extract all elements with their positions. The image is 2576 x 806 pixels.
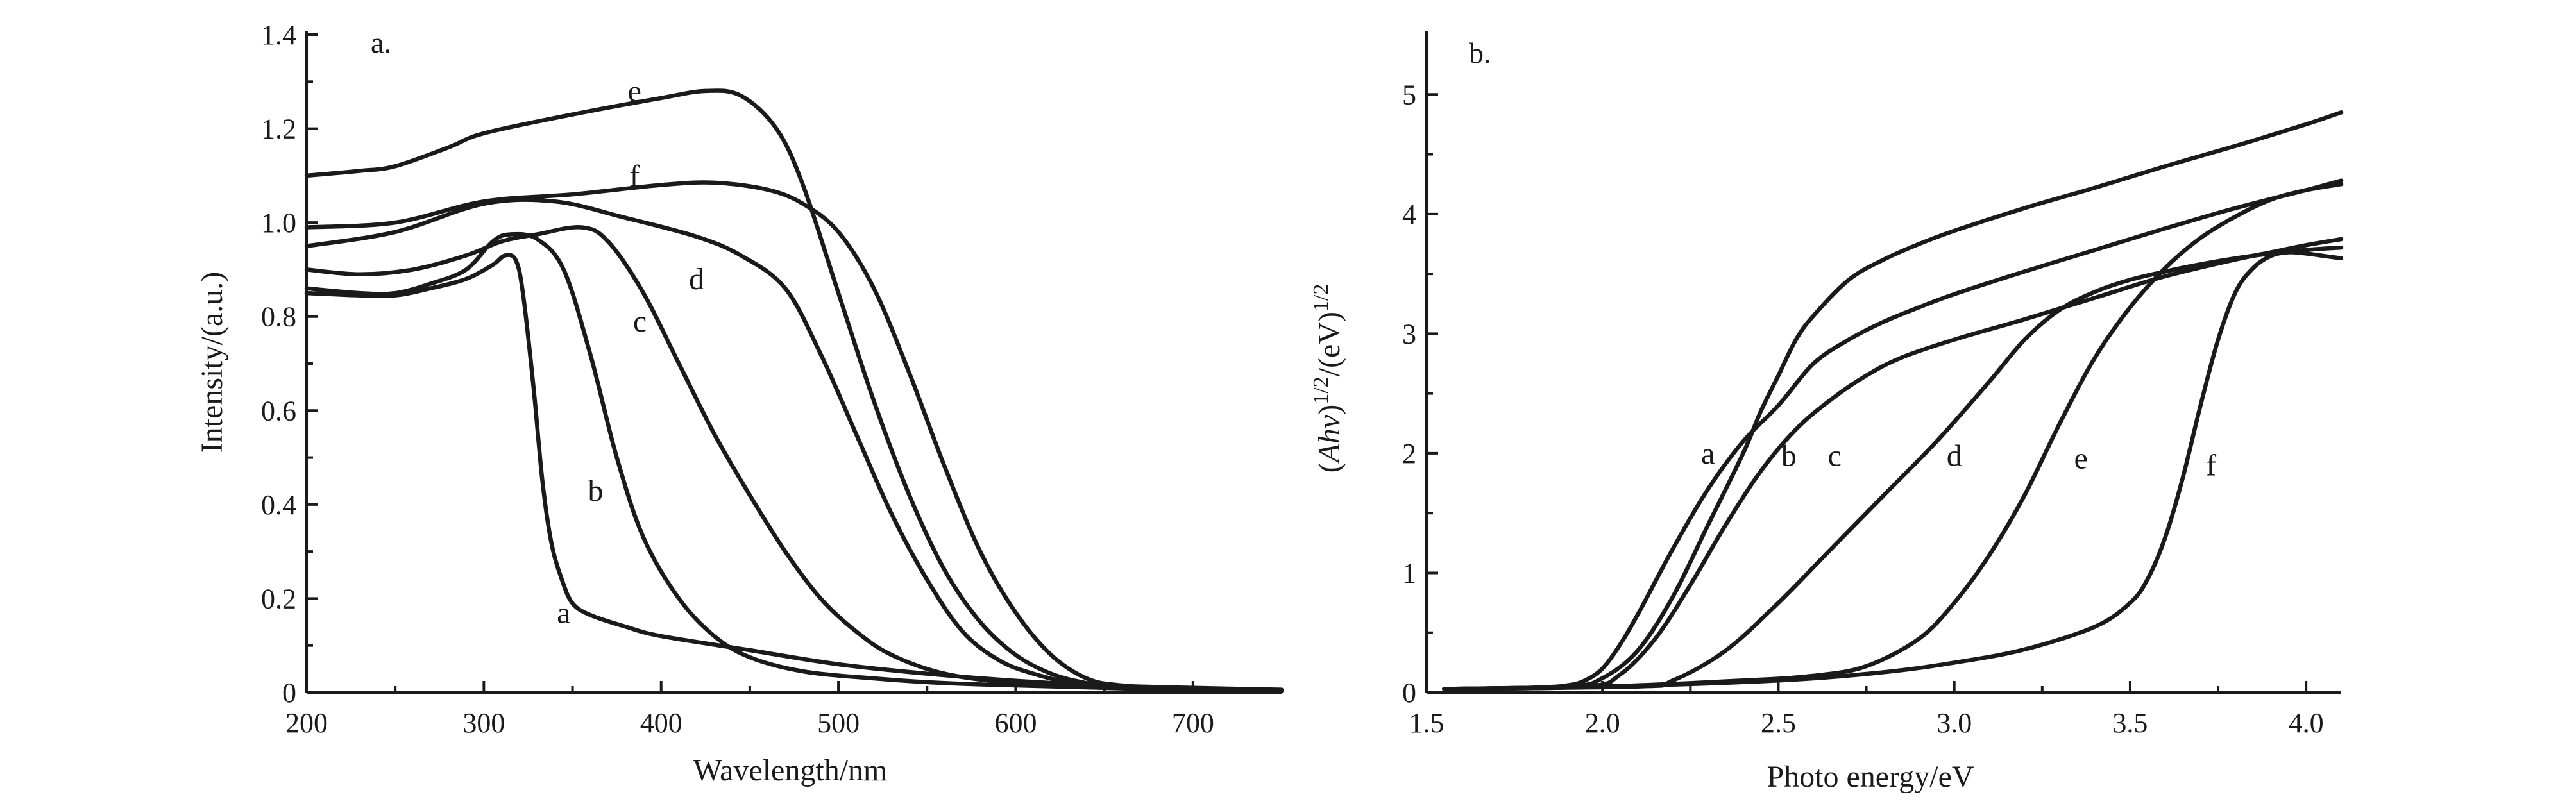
panel-b-curve-label-e: e — [2074, 441, 2087, 475]
panel-a-x-tick-label: 400 — [640, 707, 682, 739]
panel-b-curve-label-a: a — [1701, 437, 1715, 471]
panel-b-curve-a — [1442, 178, 2344, 691]
panel-b-x-tick-label: 2.0 — [1585, 707, 1620, 739]
panel-b-ylabel-exponent-2: 1/2 — [1309, 284, 1333, 312]
panel-a-curve-label-a: a — [557, 596, 570, 630]
panel-b-ylabel-close: ) — [1312, 405, 1346, 415]
panel-b-x-axis-title: Photo energy/eV — [1767, 760, 1974, 794]
panel-b-y-tick-label: 2 — [1402, 438, 1416, 469]
panel-a-x-tick-label: 300 — [462, 707, 505, 739]
panel-b-ylabel-exponent-1: 1/2 — [1309, 376, 1333, 404]
panel-b-x-tick-label: 1.5 — [1409, 707, 1445, 739]
panel-a-y-tick-label: 0 — [282, 677, 296, 709]
panel-b-y-tick-label: 1 — [1402, 557, 1416, 589]
panel-a-curve-f — [304, 180, 1284, 693]
panel-a-tick-labels: 200 300 400 500 600 700 0 0.2 0.4 0.6 0.8 1.0 1.2 1.4 — [261, 19, 1214, 739]
panel-b-curve-f — [1442, 250, 2344, 691]
panel-a-y-tick-label: 1.2 — [261, 113, 296, 145]
panel-a-y-tick-label: 0.8 — [261, 301, 296, 333]
panel-b-y-tick-label: 4 — [1402, 199, 1416, 230]
panel-a-y-tick-label: 0.4 — [261, 489, 296, 521]
panel-b-tick-labels: 1.5 2.0 2.5 3.0 3.5 4.0 0 1 2 3 4 5 — [1402, 79, 2324, 739]
panel-b-label: b. — [1469, 37, 1491, 69]
panel-a-curve-d — [304, 197, 1284, 693]
panel-a-y-tick-label: 1.4 — [261, 19, 296, 51]
panel-b-y-tick-label: 0 — [1402, 677, 1416, 709]
panel-a-curve-e — [304, 88, 1284, 693]
panel-a-curve-label-d: d — [689, 262, 704, 296]
panel-b-x-tick-label: 2.5 — [1761, 707, 1796, 739]
panel-a-axes — [305, 31, 1282, 694]
panel-b-axes — [1425, 31, 2341, 694]
panel-a-curves — [304, 88, 1284, 693]
panel-a-y-tick-label: 1.0 — [261, 207, 296, 239]
panel-a-curve-label-c: c — [633, 305, 647, 339]
panel-b-curves — [1442, 110, 2344, 691]
panel-a-x-axis-title: Wavelength/nm — [693, 753, 888, 787]
panel-a-curve-label-b: b — [588, 474, 603, 508]
panel-a-curve-labels: a b c d e f — [557, 74, 704, 630]
panel-b-y-tick-label: 5 — [1402, 79, 1416, 110]
panel-b-y-axis-title: (Ahv)1/2/(eV)1/2 — [1309, 284, 1347, 473]
panel-b-x-tick-label: 4.0 — [2289, 707, 2324, 739]
panel-a-x-tick-label: 600 — [994, 707, 1037, 739]
panel-b-curve-e — [1442, 181, 2344, 691]
panel-b-curve-label-b: b — [1781, 439, 1797, 473]
panel-a-x-tick-label: 500 — [817, 707, 860, 739]
panel-a-x-tick-label: 700 — [1172, 707, 1214, 739]
panel-a-x-tick-label: 200 — [285, 707, 328, 739]
panel-a-wavelength-chart: a. 200 300 400 500 600 700 0 0.2 0.4 0.6 0.8 1.0 1.2… — [195, 19, 1284, 787]
panel-b-curve-label-c: c — [1828, 439, 1842, 473]
panel-b-ylabel-open: ( — [1312, 462, 1346, 473]
panel-a-y-axis-title: Intensity/(a.u.) — [195, 272, 229, 453]
panel-a-y-tick-label: 0.6 — [261, 395, 296, 426]
panel-b-curve-d — [1442, 245, 2344, 691]
panel-b-curve-c — [1442, 237, 2344, 691]
panel-b-y-tick-label: 3 — [1402, 318, 1416, 349]
panel-a-label: a. — [371, 26, 391, 59]
panel-a-curve-label-e: e — [628, 74, 641, 108]
panel-b-curve-label-f: f — [2206, 449, 2216, 483]
panel-b-x-tick-label: 3.5 — [2112, 707, 2148, 739]
panel-b-ylabel-quantity: Ahv — [1312, 414, 1346, 464]
panel-b-ylabel-unit: /(eV) — [1312, 312, 1346, 376]
panel-a-curve-label-f: f — [629, 159, 640, 193]
panel-b-curve-b — [1442, 110, 2344, 691]
panel-b-x-tick-label: 3.0 — [1936, 707, 1972, 739]
panel-a-y-tick-label: 0.2 — [261, 583, 296, 614]
panel-a-curve-a — [304, 253, 1284, 692]
panel-b-curve-label-d: d — [1947, 439, 1962, 473]
panel-a-curve-c — [304, 225, 1284, 693]
